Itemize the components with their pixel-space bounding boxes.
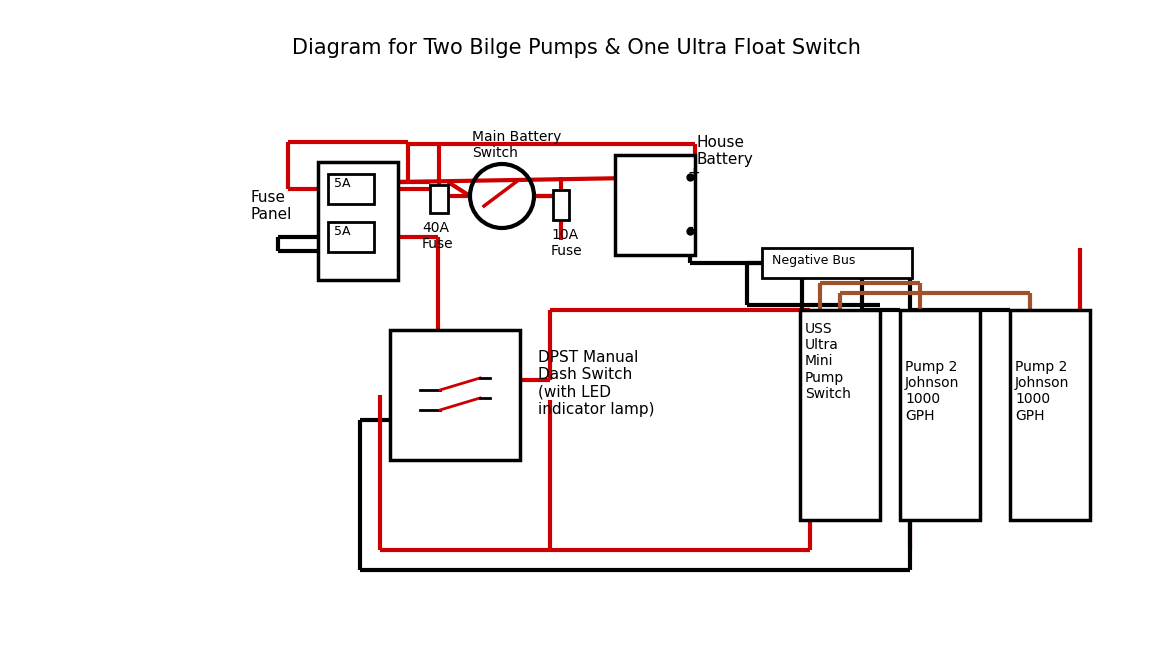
Bar [761, 248, 912, 278]
Text: +: + [687, 165, 699, 181]
Text: DPST Manual
Dash Switch
(with LED
indicator lamp): DPST Manual Dash Switch (with LED indica… [538, 350, 654, 417]
Text: Pump 2
Johnson
1000
GPH: Pump 2 Johnson 1000 GPH [905, 360, 960, 422]
Text: 5A: 5A [334, 177, 350, 190]
Text: Main Battery
Switch: Main Battery Switch [472, 130, 561, 160]
Bar [799, 310, 880, 520]
Bar [900, 310, 980, 520]
Text: 5A: 5A [334, 225, 350, 238]
Text: 10A
Fuse: 10A Fuse [551, 228, 583, 258]
Text: Diagram for Two Bilge Pumps & One Ultra Float Switch: Diagram for Two Bilge Pumps & One Ultra … [291, 38, 861, 58]
Bar [553, 190, 569, 220]
Bar [328, 222, 374, 252]
Text: Fuse
Panel: Fuse Panel [250, 190, 291, 222]
Text: -: - [687, 218, 692, 236]
Text: Pump 2
Johnson
1000
GPH: Pump 2 Johnson 1000 GPH [1015, 360, 1069, 422]
Bar [391, 330, 520, 460]
Bar [1010, 310, 1090, 520]
Text: 40A
Fuse: 40A Fuse [422, 221, 454, 251]
Text: Negative Bus: Negative Bus [772, 254, 856, 267]
Text: House
Battery: House Battery [697, 135, 753, 167]
Bar [615, 155, 695, 255]
Bar [328, 174, 374, 204]
Text: USS
Ultra
Mini
Pump
Switch: USS Ultra Mini Pump Switch [805, 322, 851, 401]
Bar [318, 162, 397, 280]
Bar [430, 185, 448, 213]
